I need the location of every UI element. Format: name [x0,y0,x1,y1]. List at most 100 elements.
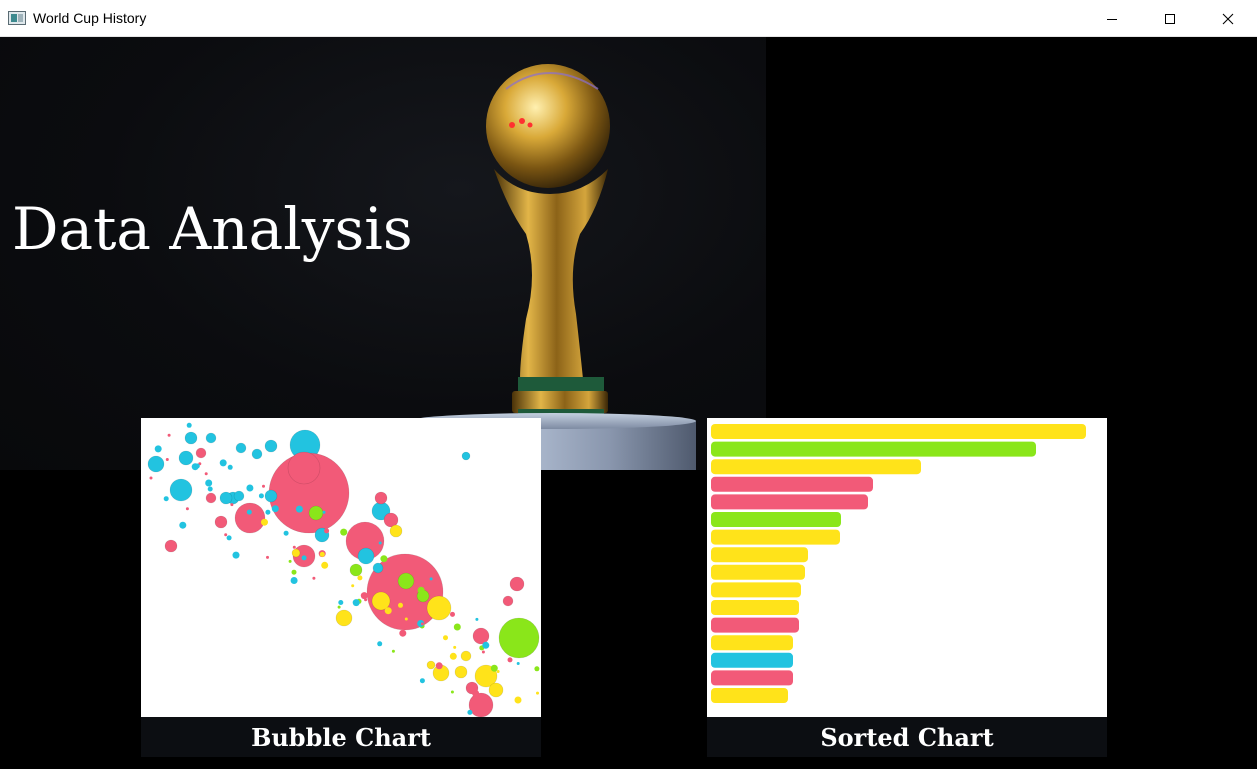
bubble-dot-mark [450,611,455,617]
sorted-chart-thumbnail[interactable] [707,418,1107,717]
bubble-mark [308,505,324,521]
bubble-mark [251,448,263,460]
bubble-mark [357,547,375,565]
sorted-bar-mark [711,441,1036,457]
close-button[interactable] [1199,0,1257,37]
bubble-dot-mark [283,530,289,536]
maximize-button[interactable] [1141,0,1199,37]
bubble-chart-label[interactable]: Bubble Chart [141,717,541,757]
bubble-dot-mark [271,505,279,513]
sorted-chart-label[interactable]: Sorted Chart [707,717,1107,757]
bubble-dot-mark [399,629,407,637]
bubble-dot-mark [312,576,316,580]
bubble-dot-mark [322,510,326,514]
bubble-chart-thumbnail[interactable] [141,418,541,717]
sorted-bar-mark [711,529,840,545]
bubble-mark [374,491,388,505]
bubble-dot-mark [290,577,298,584]
bubble-dot-mark [364,598,368,602]
bubble-dot-mark [340,528,348,536]
bubble-mark [454,665,468,679]
bubble-mark [397,572,415,590]
bubble-dot-mark [435,662,443,670]
bubble-dot-mark [324,528,330,534]
sorted-bar-mark [711,512,841,527]
bubble-dot-mark [295,505,303,513]
bubble-mark [264,439,278,453]
bubble-dot-mark [186,422,192,428]
bubble-dot-mark [207,486,213,492]
bubble-dot-mark [453,623,461,631]
bubble-dot-mark [163,496,169,502]
bubble-mark [372,562,384,574]
bubble-mark [214,515,228,529]
bubble-dot-mark [258,493,264,499]
bubble-mark [205,492,217,504]
bubble-mark [147,455,165,473]
bubble-mark [219,491,233,505]
bubble-dot-mark [453,645,457,649]
bubble-chart-card[interactable]: Bubble Chart [141,418,541,757]
bubble-dot-mark [391,649,395,653]
bubble-mark [169,478,193,502]
sorted-bar-mark [711,476,873,492]
bubble-dot-mark [482,641,490,649]
bubble-mark [349,563,363,577]
bubble-dot-mark [262,484,265,488]
bubble-mark [264,489,278,503]
bubble-dot-mark [384,607,392,615]
world-cup-trophy-image [410,64,696,470]
bubble-dot-mark [246,509,252,515]
bubble-dot-mark [265,509,271,515]
bubble-dot-mark [165,458,169,461]
bubble-dot-mark [467,709,473,715]
bubble-dot-mark [351,584,355,588]
bubble-mark [472,627,490,645]
sorted-bar-mark [711,688,788,703]
window-title-bar: World Cup History [0,0,1257,37]
minimize-button[interactable] [1083,0,1141,37]
bubble-dot-mark [449,652,457,660]
maximize-icon [1165,13,1175,24]
bubble-dot-mark [419,678,425,684]
bubble-dot-mark [205,479,213,487]
bubble-mark [178,450,194,466]
bubble-dot-mark [450,690,454,694]
sorted-bar-mark [711,424,1086,439]
bubble-dot-mark [534,666,540,672]
bubble-mark [498,617,540,659]
sorted-chart-card[interactable]: Sorted Chart [707,418,1107,757]
bubble-mark [488,682,504,698]
bubble-mark [205,432,217,444]
bubble-mark [234,502,266,534]
bubble-dot-mark [319,551,325,557]
bubble-dot-mark [472,689,480,697]
bubble-dot-mark [154,445,162,453]
close-icon [1222,13,1234,24]
bubble-dot-mark [338,600,344,605]
page-title: Data Analysis [12,195,413,263]
bubble-mark [426,660,436,670]
bubble-dot-mark [514,696,522,704]
bubble-dot-mark [475,617,479,621]
bubble-mark [164,539,178,553]
bubble-mark [371,591,391,611]
bubble-dot-mark [352,599,360,607]
sorted-bar-mark [711,564,805,580]
bubble-dot-mark [167,433,171,437]
bubble-dot-mark [417,586,425,594]
bubble-dot-mark [226,535,232,541]
bubble-dot-mark [179,521,187,529]
bubble-chart-svg [147,422,540,717]
bubble-dot-mark [378,541,382,545]
bubble-mark [383,512,399,528]
bubble-mark [509,576,525,592]
bubble-dot-mark [481,650,485,654]
sorted-bar-mark [711,670,793,686]
bubble-dot-mark [194,463,200,469]
bubble-dot-mark [321,561,329,569]
bubble-mark [468,692,494,717]
sorted-bar-mark [711,582,801,598]
bubble-dot-mark [227,464,233,470]
bubble-dot-mark [429,577,433,581]
